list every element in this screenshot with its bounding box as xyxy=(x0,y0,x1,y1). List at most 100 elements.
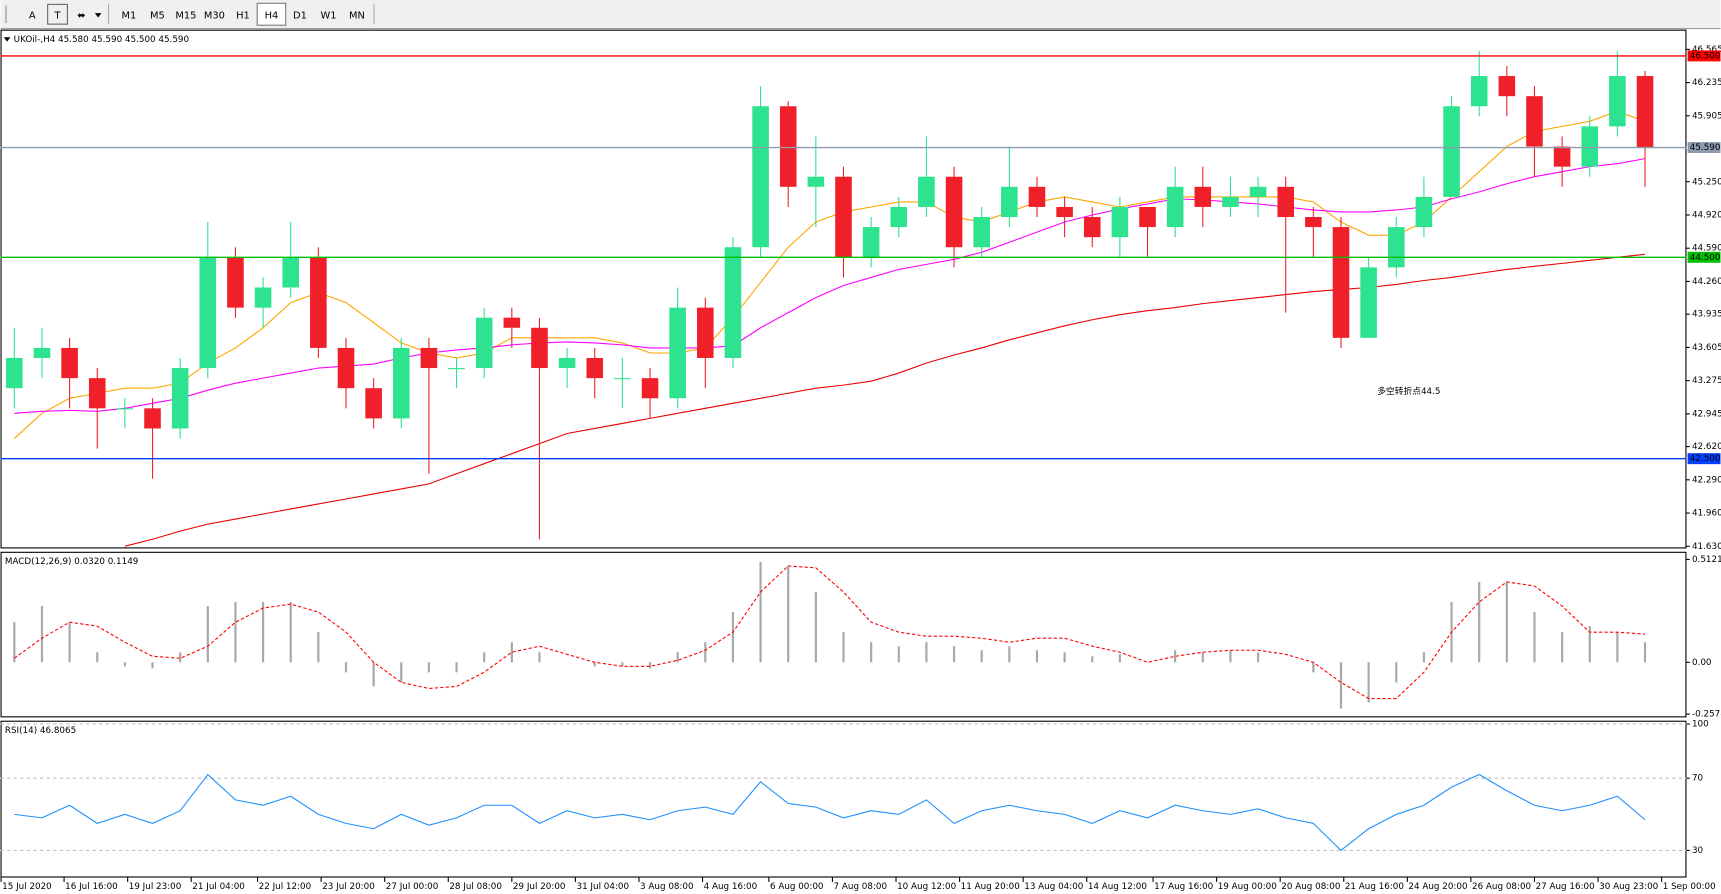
y-tick-label: 43.935 xyxy=(1692,310,1721,320)
candle-body xyxy=(752,106,769,248)
histogram-bar xyxy=(400,662,403,683)
tool-label[interactable]: T xyxy=(54,10,62,21)
candle-body xyxy=(1194,186,1212,207)
histogram-bar xyxy=(1478,581,1481,663)
level-tag xyxy=(1687,142,1721,154)
timeframe-button[interactable] xyxy=(256,2,287,26)
level-label: 42.500 xyxy=(1690,454,1721,464)
timeframe-label[interactable]: M1 xyxy=(121,10,136,21)
level-label: 45.590 xyxy=(1690,143,1721,153)
timeframe-label[interactable]: W1 xyxy=(320,10,336,21)
histogram-bar xyxy=(842,632,845,663)
candle-body xyxy=(337,347,355,389)
y-tick-label: 42.290 xyxy=(1692,475,1721,485)
histogram-bar xyxy=(13,622,16,663)
y-tick-label: 44.260 xyxy=(1692,277,1721,287)
separator xyxy=(108,4,110,25)
x-tick-label: 27 Jul 00:00 xyxy=(386,882,439,892)
moving-average xyxy=(14,158,1646,414)
histogram-bar xyxy=(870,642,873,663)
toolbar xyxy=(0,0,1721,29)
timeframe-label[interactable]: MN xyxy=(349,10,365,21)
histogram-bar xyxy=(455,662,458,673)
candle-body xyxy=(1222,196,1239,207)
histogram-bar xyxy=(731,612,735,663)
y-tick-label: 41.960 xyxy=(1692,509,1721,519)
histogram-bar xyxy=(1367,662,1370,703)
timeframe-label[interactable]: H4 xyxy=(265,10,279,21)
timeframe-label[interactable]: H1 xyxy=(236,10,250,21)
timeframe-label[interactable]: M30 xyxy=(204,10,225,21)
histogram-bar xyxy=(1118,654,1121,663)
candle-body xyxy=(697,307,714,358)
candle-body xyxy=(1001,186,1018,218)
candle-body xyxy=(1526,96,1543,147)
y-tick-label: 41.630 xyxy=(1692,542,1721,552)
histogram-bar xyxy=(1395,662,1398,683)
level-label: 44.500 xyxy=(1690,253,1721,263)
candle-body xyxy=(1470,76,1488,107)
candle-body xyxy=(1111,206,1129,238)
histogram-bar xyxy=(1035,650,1039,663)
candle-body xyxy=(1139,206,1156,228)
histogram-bar xyxy=(1201,652,1204,663)
tool-button[interactable] xyxy=(47,3,68,25)
histogram-bar xyxy=(427,662,431,673)
candle-body xyxy=(1415,196,1433,228)
candle-body xyxy=(33,347,51,358)
x-tick-label: 6 Aug 00:00 xyxy=(770,882,824,892)
histogram-bar xyxy=(621,662,624,667)
histogram-bar xyxy=(676,652,679,663)
candle-body xyxy=(1056,206,1073,218)
x-tick-label: 15 Jul 2020 xyxy=(2,882,52,892)
shapes-tool: ⬌ xyxy=(77,10,85,21)
candle-body xyxy=(282,257,300,288)
indicator-line xyxy=(14,773,1646,852)
candle-body xyxy=(503,317,521,328)
histogram-bar xyxy=(1091,656,1094,663)
timeframe-label[interactable]: M5 xyxy=(150,10,165,21)
histogram-bar xyxy=(1533,612,1536,663)
histogram-bar xyxy=(261,602,265,663)
y-tick-label: 42.620 xyxy=(1692,442,1721,452)
tool-label[interactable]: A xyxy=(29,10,36,21)
candle-body xyxy=(1609,76,1626,127)
histogram-bar xyxy=(1256,652,1260,663)
dropdown-arrow xyxy=(94,13,102,18)
panel-content xyxy=(13,561,1647,709)
candle-body xyxy=(1553,146,1571,167)
panel-title: UKOil-,H4 45.580 45.590 45.500 45.590 xyxy=(14,35,189,45)
level-tag xyxy=(1687,50,1721,62)
x-tick-label: 26 Aug 08:00 xyxy=(1472,882,1531,892)
candle-body xyxy=(1581,126,1599,167)
timeframe-label[interactable]: M15 xyxy=(175,10,196,21)
separator xyxy=(373,4,375,25)
y-tick-label: 30 xyxy=(1692,846,1703,856)
histogram-bar xyxy=(1505,581,1508,663)
price-panel xyxy=(0,29,1687,549)
candle-body xyxy=(61,347,78,379)
histogram-bar xyxy=(1174,650,1177,663)
x-tick-label: 27 Aug 16:00 xyxy=(1536,882,1595,892)
y-tick-label: 70 xyxy=(1692,774,1703,784)
y-tick-label: 44.590 xyxy=(1692,244,1721,254)
candle-body xyxy=(724,247,742,358)
candle-body xyxy=(420,347,438,369)
x-tick-label: 11 Aug 20:00 xyxy=(961,882,1020,892)
annotation: 多空转折点44.5 xyxy=(1377,385,1440,397)
x-tick-label: 14 Aug 12:00 xyxy=(1088,882,1147,892)
y-tick-label: 44.920 xyxy=(1692,210,1721,220)
y-tick-label: 46.235 xyxy=(1692,78,1721,88)
histogram-bar xyxy=(96,652,99,663)
histogram-bar xyxy=(787,565,790,663)
histogram-bar xyxy=(925,642,928,663)
separator xyxy=(4,5,8,24)
candle-body xyxy=(890,206,908,228)
histogram-bar xyxy=(538,652,541,663)
x-tick-label: 1 Sep 00:00 xyxy=(1663,882,1716,892)
y-tick-label: 43.275 xyxy=(1692,376,1721,386)
histogram-bar xyxy=(151,662,154,669)
candle-body xyxy=(1305,217,1322,228)
timeframe-label[interactable]: D1 xyxy=(293,10,307,21)
